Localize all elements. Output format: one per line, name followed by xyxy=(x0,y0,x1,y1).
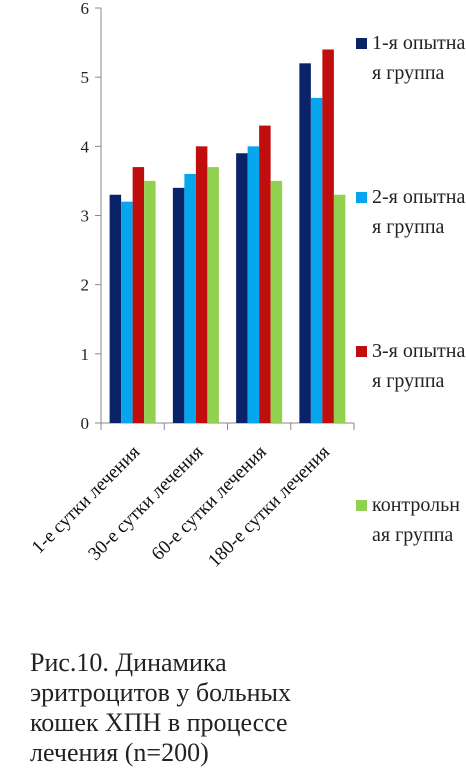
bar-series-4-cat-2 xyxy=(207,167,219,423)
bar-series-4-cat-3 xyxy=(270,180,283,423)
bar-series-4-cat-1 xyxy=(144,180,156,423)
chart-legend: 1-я опытная группа 2-я опытная группа 3-… xyxy=(356,0,466,600)
bar-series-1-cat-3 xyxy=(236,153,248,423)
bar-series-3-cat-3 xyxy=(259,125,271,423)
legend-label-series-1: 1-я опытная группа xyxy=(372,32,466,84)
legend-label-series-2: 2-я опытная группа xyxy=(372,186,466,238)
legend-swatch-series-2 xyxy=(356,192,367,203)
figure-caption: Рис.10. Динамика эритроцитов у больных к… xyxy=(30,648,291,767)
legend-swatch-series-3 xyxy=(356,346,367,357)
x-category-label: 1-е сутки лечения xyxy=(28,442,145,559)
legend-swatch-series-4 xyxy=(356,500,367,511)
legend-label-series-4: контрольная группа xyxy=(372,494,460,546)
bar-series-2-cat-3 xyxy=(247,146,260,424)
x-category-label: 30-е сутки лечения xyxy=(84,442,207,565)
x-category-label: 180-е сутки лечения xyxy=(204,442,334,572)
y-tick-label: 0 xyxy=(81,414,90,433)
y-tick-label: 5 xyxy=(81,68,90,87)
bar-series-4-cat-4 xyxy=(333,194,346,423)
bar-series-3-cat-4 xyxy=(322,49,334,423)
legend-swatch-series-1 xyxy=(356,38,367,49)
y-tick-label: 4 xyxy=(81,137,90,156)
y-tick-label: 6 xyxy=(81,0,90,18)
bar-series-1-cat-2 xyxy=(172,187,185,423)
bar-series-2-cat-4 xyxy=(310,97,323,424)
bar-series-3-cat-1 xyxy=(132,167,145,423)
legend-label-series-3: 3-я опытная группа xyxy=(372,340,466,392)
y-tick-label: 3 xyxy=(81,207,90,226)
y-tick-label: 2 xyxy=(81,276,90,295)
bar-series-1-cat-1 xyxy=(109,194,122,423)
y-tick-label: 1 xyxy=(81,345,90,364)
bar-series-2-cat-1 xyxy=(121,201,133,423)
bar-series-2-cat-2 xyxy=(184,174,196,423)
chart-bars xyxy=(109,49,346,424)
x-category-label: 60-е сутки лечения xyxy=(148,442,271,565)
bar-series-3-cat-2 xyxy=(195,146,208,424)
bar-series-1-cat-4 xyxy=(299,63,311,423)
